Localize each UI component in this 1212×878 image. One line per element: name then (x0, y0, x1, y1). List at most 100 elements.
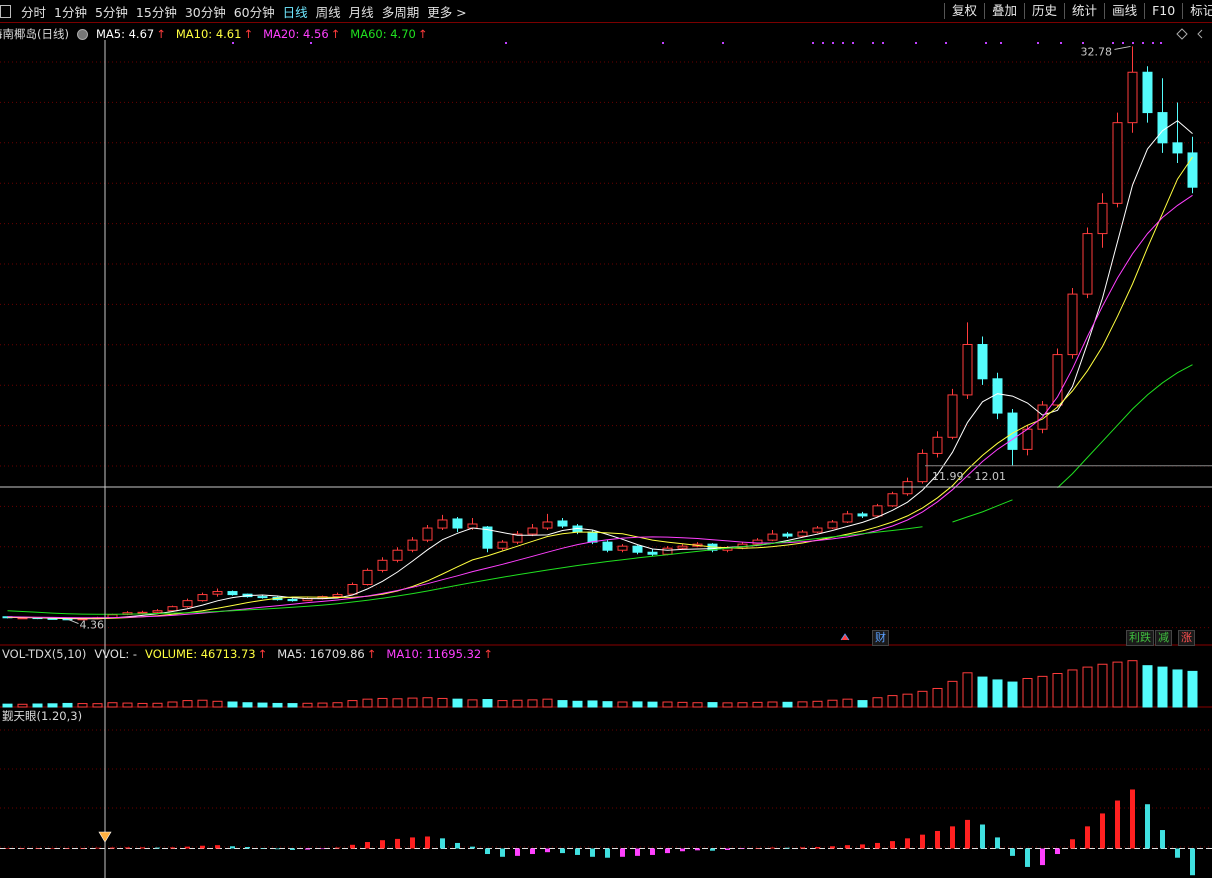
event-dot (1000, 42, 1002, 44)
period-tab[interactable]: 日线 (282, 4, 308, 20)
tool-button[interactable]: 叠加 (984, 3, 1024, 19)
tool-button[interactable]: 画线 (1104, 3, 1144, 19)
indicator-bar (590, 848, 595, 857)
high-arrow (1114, 45, 1131, 50)
event-dot (832, 42, 834, 44)
indicator-bar (155, 847, 160, 849)
indicator-bar (935, 830, 940, 849)
event-tag[interactable]: 财 (872, 630, 889, 646)
indicator-bar (1175, 848, 1180, 858)
settings-icon[interactable] (76, 28, 88, 40)
volume-bar (362, 698, 373, 708)
volume-bar (212, 700, 223, 708)
volume-bar (752, 701, 763, 708)
candle-body (452, 518, 463, 529)
volume-bar (917, 690, 928, 708)
indicator-bar (635, 848, 640, 856)
ma-line (7, 120, 1193, 620)
candle-body (857, 513, 868, 517)
tool-buttons: 复权叠加历史统计画线F10标记+自选 (944, 0, 1212, 22)
ma-legend: MA5: 4.67 (95, 27, 155, 41)
indicator-legend: 觐天眼(1.20,3) (2, 708, 84, 724)
volume-bar (1127, 660, 1138, 708)
volume-bar (182, 700, 193, 708)
price-legend: 海南椰岛(日线) MA5: 4.67↑MA10: 4.61↑MA20: 4.56… (0, 26, 431, 42)
volume-bar (227, 701, 238, 708)
candle-body (422, 527, 433, 541)
period-tabs: 分时 1分钟 5分钟 15分钟 30分钟 60分钟 日线 周线 月线 多周期 更多 > (17, 2, 471, 21)
indicator-bar (545, 848, 550, 853)
event-tag[interactable]: 利跌 (1126, 630, 1154, 646)
volume-legend: MA5: 16709.86 (277, 647, 365, 661)
event-dot (722, 42, 724, 44)
candle-body (662, 547, 673, 555)
volume-bar (287, 703, 298, 708)
candle-body (797, 531, 808, 537)
candle-body (1172, 142, 1183, 154)
volume-bar (932, 687, 943, 708)
trend-arrow: ↑ (330, 27, 341, 41)
event-tag[interactable]: 涨 (1178, 630, 1195, 646)
volume-bar (167, 701, 178, 708)
indicator-bar (440, 838, 445, 849)
candle-body (902, 481, 913, 495)
period-tab[interactable]: 30分钟 (184, 4, 226, 20)
volume-bar (557, 700, 568, 708)
volume-bar (32, 703, 43, 708)
indicator-bar (920, 834, 925, 849)
volume-bar (1097, 663, 1108, 708)
candle-body (167, 606, 178, 612)
tool-button[interactable]: 复权 (944, 3, 984, 19)
period-tab[interactable]: 1分钟 (54, 4, 87, 20)
tool-button[interactable]: 标记 (1182, 3, 1212, 19)
event-dot (1037, 42, 1039, 44)
indicator-bar (215, 845, 220, 849)
period-tab[interactable]: 月线 (348, 4, 374, 20)
indicator-bar (125, 847, 130, 849)
volume-bar (1052, 673, 1063, 708)
volume-legend: MA10: 11695.32 (386, 647, 482, 661)
volume-bar (92, 703, 103, 708)
menu-icon[interactable] (0, 4, 11, 18)
volume-bar (392, 698, 403, 708)
tool-button[interactable]: 历史 (1024, 3, 1064, 19)
indicator-bar (755, 848, 760, 849)
tool-button[interactable]: F10 (1144, 3, 1182, 19)
volume-bar (992, 679, 1003, 708)
event-tag[interactable]: 减 (1155, 630, 1172, 646)
tool-button[interactable]: 统计 (1064, 3, 1104, 19)
period-tab[interactable]: 60分钟 (233, 4, 275, 20)
period-tab[interactable]: 更多 > (427, 4, 467, 20)
period-tab[interactable]: 周线 (315, 4, 341, 20)
volume-bar (872, 697, 883, 708)
volume-bar (272, 702, 283, 708)
ma-line (7, 194, 1193, 619)
stock-title: 海南椰岛(日线) (0, 27, 69, 41)
indicator-bar (455, 842, 460, 849)
event-dot (1122, 42, 1124, 44)
volume-bar (1007, 681, 1018, 708)
volume-bar (977, 676, 988, 708)
volume-bar (797, 701, 808, 708)
period-tab[interactable]: 多周期 (381, 4, 420, 20)
indicator-bar (605, 848, 610, 858)
volume-bar (692, 702, 703, 708)
period-tab[interactable]: 15分钟 (135, 4, 177, 20)
event-dot (812, 42, 814, 44)
diamond-icon[interactable] (1176, 28, 1188, 40)
volume-bar (407, 697, 418, 708)
candle-body (332, 594, 343, 598)
period-tab[interactable]: 分时 (21, 4, 47, 20)
indicator-bar (1085, 826, 1090, 849)
event-dot (232, 42, 234, 44)
indicator-bar (395, 838, 400, 849)
collapse-icon[interactable] (1197, 29, 1203, 39)
volume-legend: VOL-TDX(5,10) VVOL: - VOLUME: 46713.73 ↑ MA… (2, 646, 497, 662)
indicator-bar (665, 848, 670, 854)
period-tab[interactable]: 5分钟 (94, 4, 128, 20)
indicator-bar (1130, 789, 1135, 849)
indicator-bar (1100, 813, 1105, 849)
candle-body (647, 551, 658, 555)
volume-bar (602, 701, 613, 708)
